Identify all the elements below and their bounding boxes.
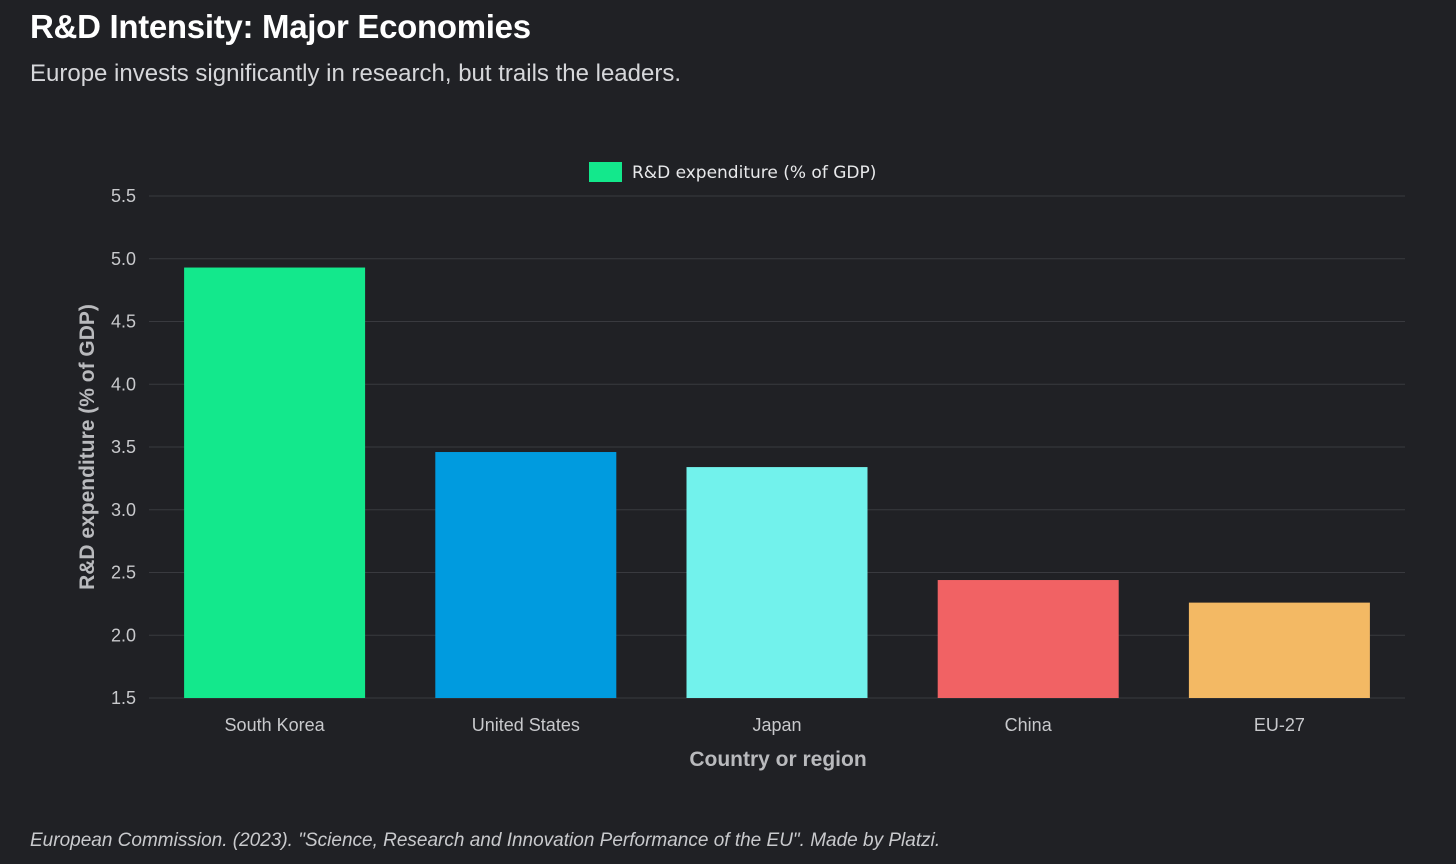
bar-south-korea[interactable] bbox=[184, 267, 366, 698]
y-tick-label: 2.0 bbox=[111, 625, 136, 645]
chart-title: R&D Intensity: Major Economies bbox=[30, 8, 531, 45]
y-tick-label: 2.5 bbox=[111, 563, 136, 583]
x-tick-label: South Korea bbox=[225, 715, 326, 735]
x-tick-label: Japan bbox=[752, 715, 801, 735]
x-tick-label: EU-27 bbox=[1254, 715, 1305, 735]
y-tick-label: 4.0 bbox=[111, 374, 136, 394]
y-tick-label: 5.5 bbox=[111, 186, 136, 206]
bar-japan[interactable] bbox=[686, 467, 868, 698]
chart-subtitle: Europe invests significantly in research… bbox=[30, 60, 681, 87]
x-axis-title: Country or region bbox=[689, 748, 866, 771]
bar-united-states[interactable] bbox=[435, 452, 617, 698]
source-note: European Commission. (2023). "Science, R… bbox=[30, 830, 941, 851]
bar-china[interactable] bbox=[937, 580, 1119, 698]
y-tick-label: 4.5 bbox=[111, 312, 136, 332]
y-tick-label: 3.0 bbox=[111, 500, 136, 520]
y-axis-ticks: 1.5 2.0 2.5 3.0 3.5 4.0 4.5 5.0 5.5 bbox=[111, 186, 136, 708]
x-tick-label: United States bbox=[472, 715, 580, 735]
x-tick-label: China bbox=[1005, 715, 1053, 735]
legend-label: R&D expenditure (% of GDP) bbox=[632, 163, 876, 183]
y-axis-title: R&D expenditure (% of GDP) bbox=[76, 304, 99, 590]
x-axis-ticks: South Korea United States Japan China EU-27 bbox=[225, 715, 1305, 735]
y-tick-label: 3.5 bbox=[111, 437, 136, 457]
legend[interactable]: R&D expenditure (% of GDP) bbox=[589, 162, 876, 183]
y-tick-label: 5.0 bbox=[111, 249, 136, 269]
legend-swatch bbox=[589, 162, 622, 182]
bar-eu-27[interactable] bbox=[1188, 602, 1370, 698]
bars bbox=[184, 267, 1370, 698]
y-tick-label: 1.5 bbox=[111, 688, 136, 708]
